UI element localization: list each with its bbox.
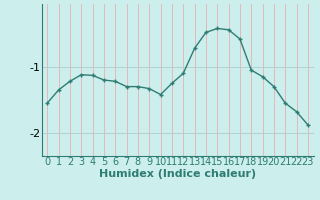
X-axis label: Humidex (Indice chaleur): Humidex (Indice chaleur) bbox=[99, 169, 256, 179]
